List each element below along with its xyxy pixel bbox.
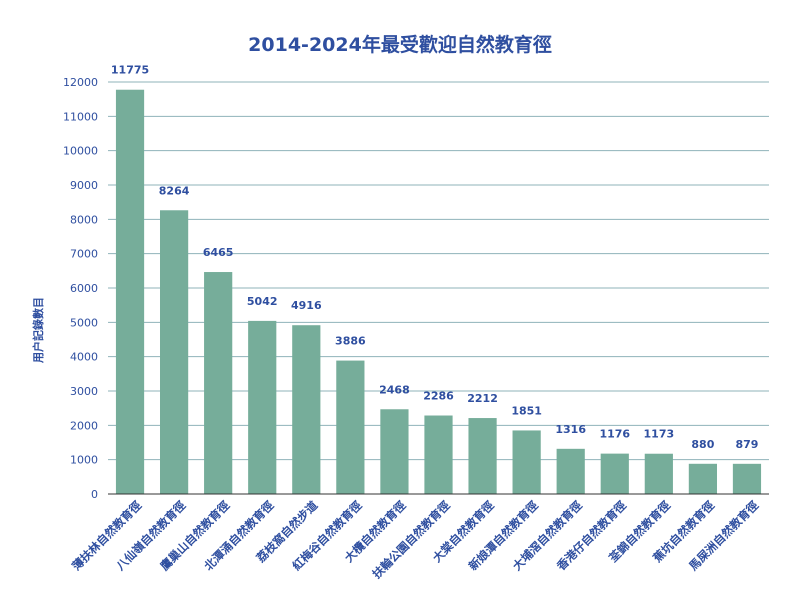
y-tick-label: 3000 [70, 385, 98, 398]
bar [512, 430, 541, 494]
bar [380, 409, 409, 494]
data-label: 1851 [511, 404, 542, 417]
data-label: 880 [691, 438, 714, 451]
data-label: 5042 [247, 295, 278, 308]
data-label: 1316 [555, 423, 586, 436]
bar [468, 418, 497, 494]
y-tick-label: 6000 [70, 282, 98, 295]
y-tick-label: 8000 [70, 213, 98, 226]
bars [115, 89, 762, 494]
bar [424, 415, 453, 494]
y-tick-label: 5000 [70, 316, 98, 329]
bar [732, 463, 762, 494]
data-label: 2212 [467, 392, 498, 405]
data-label: 1173 [644, 428, 675, 441]
y-tick-label: 2000 [70, 419, 98, 432]
data-label: 8264 [159, 184, 190, 197]
y-tick-label: 11000 [63, 110, 98, 123]
data-label: 6465 [203, 246, 234, 259]
y-tick-label: 4000 [70, 351, 98, 364]
y-tick-label: 0 [91, 488, 98, 501]
bar [248, 320, 277, 494]
x-tick-label: 扶輪公園自然教育徑 [370, 498, 453, 581]
y-tick-label: 7000 [70, 248, 98, 261]
y-tick-label: 9000 [70, 179, 98, 192]
data-label: 11775 [111, 64, 149, 77]
bar [600, 453, 629, 494]
bar [159, 210, 189, 494]
y-axis-ticks: 0 1000 2000 3000 4000 5000 6000 7000 8000 9000 100… [63, 76, 98, 501]
bar [115, 89, 145, 494]
bar [556, 448, 585, 494]
bar [644, 453, 673, 494]
data-label: 4916 [291, 299, 322, 312]
x-axis-labels: 薄扶林自然教育徑八仙嶺自然教育徑鷹巢山自然教育徑北潭涌自然教育徑荔枝窩自然步道紅… [69, 498, 761, 581]
data-label: 879 [735, 438, 758, 451]
bar [292, 325, 321, 494]
bar [204, 272, 233, 494]
data-label: 3886 [335, 335, 366, 348]
y-tick-label: 1000 [70, 454, 98, 467]
y-tick-label: 12000 [63, 76, 98, 89]
chart-title: 2014-2024年最受歡迎自然教育徑 [248, 34, 552, 56]
bar [688, 463, 718, 494]
data-label: 1176 [599, 428, 630, 441]
data-label: 2286 [423, 390, 454, 403]
data-labels: 11775 8264 6465 5042 4916 3886 2468 2286 2212 185… [111, 64, 759, 451]
y-tick-label: 10000 [63, 145, 98, 158]
y-axis-title: 用户記錄數目 [31, 297, 45, 363]
data-label: 2468 [379, 383, 410, 396]
bar [336, 360, 365, 494]
